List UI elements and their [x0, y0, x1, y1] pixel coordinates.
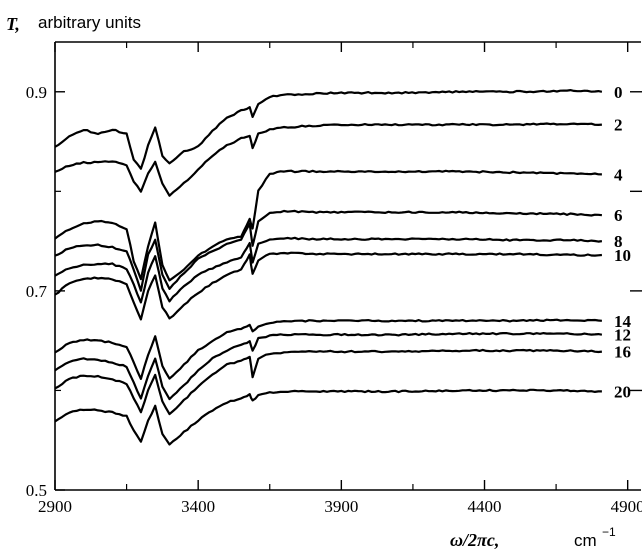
tick-labels: 2900 3400 3900 4400 4900 0.5 0.7 0.9: [26, 83, 642, 516]
spectrum-line-10: [54, 251, 602, 321]
curve-label-2: 2: [614, 116, 623, 135]
spectrum-line-14: [54, 318, 602, 380]
spectrum-line-8: [54, 236, 603, 304]
y-axis-symbol: T,: [6, 14, 20, 34]
spectrum-line-0: [54, 89, 603, 170]
x-tick-label: 2900: [38, 497, 72, 516]
curve-label-6: 6: [614, 206, 623, 225]
y-axis-title: arbitrary units: [38, 13, 141, 32]
spectra-curves: [54, 89, 603, 446]
curve-label-8: 8: [614, 232, 623, 251]
curve-label-10: 10: [614, 246, 631, 265]
curve-label-0: 0: [614, 83, 623, 102]
spectrum-line-16: [54, 348, 603, 416]
spectrum-line-6: [54, 209, 603, 292]
x-tick-label: 4400: [468, 497, 502, 516]
x-axis-symbol: ω/2πc,: [450, 530, 499, 550]
plot-frame: [54, 41, 641, 491]
spectrum-line-12: [54, 332, 603, 401]
curve-label-12: 12: [614, 326, 631, 345]
x-tick-label: 3900: [324, 497, 358, 516]
curve-label-14: 14: [614, 312, 632, 331]
spectrum-line-4: [54, 169, 602, 282]
curve-label-4: 4: [614, 165, 623, 184]
x-axis-unit-exponent: −1: [602, 525, 616, 539]
x-tick-label: 4900: [611, 497, 642, 516]
spectrum-line-2: [54, 122, 602, 197]
x-axis-unit: cm: [574, 531, 597, 550]
y-tick-label: 0.5: [26, 481, 47, 500]
spectrum-line-20: [54, 388, 602, 446]
axis-ticks: [54, 42, 642, 491]
curve-label-20: 20: [614, 382, 631, 401]
curve-label-16: 16: [614, 343, 631, 362]
y-tick-label: 0.9: [26, 83, 47, 102]
x-tick-label: 3400: [181, 497, 215, 516]
y-tick-label: 0.7: [26, 282, 48, 301]
